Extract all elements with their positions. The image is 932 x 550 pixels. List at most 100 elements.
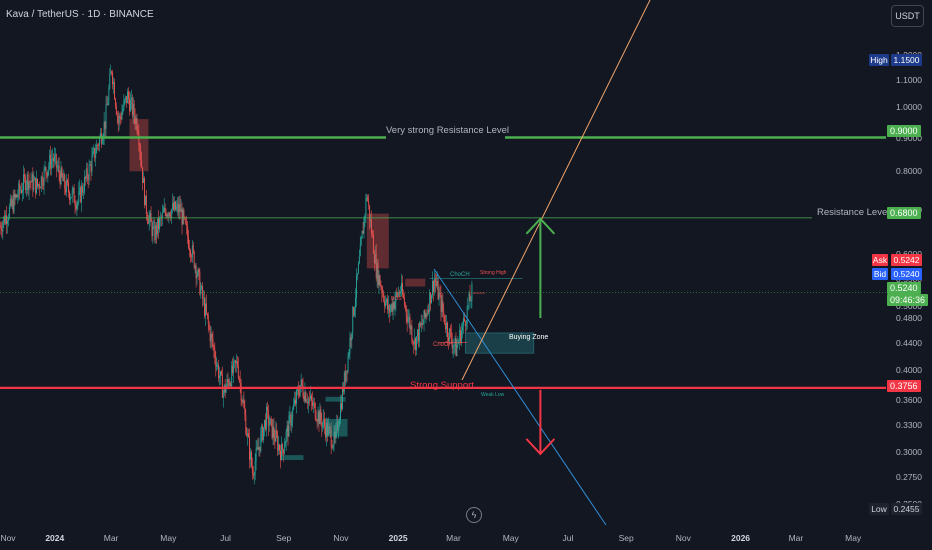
candle-body [416,336,417,350]
candle-body [13,193,15,212]
candle-body [380,285,382,288]
candle-body [469,293,471,302]
candle-body [18,183,20,197]
candle-body [352,307,354,333]
candle-body [291,419,293,426]
candle-body [85,168,87,179]
candle-body [222,392,224,398]
candle-body [140,150,142,161]
candle-body [361,230,363,239]
candle-body [452,345,454,349]
candle-body [470,300,472,302]
candle-body [176,203,178,207]
candle-body [53,156,55,162]
candle-body [91,156,93,172]
candle-body [391,304,393,312]
candle-body [297,389,299,395]
x-tick: Nov [0,533,16,543]
candle-body [236,361,238,366]
candle-body [322,422,324,428]
candle-body [432,280,433,296]
candle-body [182,210,184,225]
candle-body [393,302,395,309]
candle-body [379,275,381,286]
candle-body [280,444,282,460]
candle-body [74,202,76,206]
candle-body [21,190,23,193]
candle-body [269,418,271,425]
bullish-order-block [281,455,304,461]
candle-body [365,198,367,216]
candle-body [363,217,365,234]
candle-body [311,395,312,401]
candle-body [355,297,357,308]
candle-body [290,414,292,426]
candle-body [242,400,244,402]
candle-body [220,371,222,375]
candle-body [190,256,192,258]
x-tick: Mar [103,533,119,543]
candle-body [87,178,89,180]
candle-body [48,165,50,171]
candle-body [71,190,73,198]
candle-body [180,208,182,212]
candle-body [306,401,308,403]
candle-body [304,392,306,401]
candle-body [39,187,41,189]
candle-body [339,419,341,426]
candle-body [402,283,403,295]
candle-body [216,365,218,368]
candle-body [421,322,423,325]
candle-body [455,338,457,357]
last-price-tag: 0.5240 [887,282,921,294]
y-tick: 0.3000 [896,447,922,458]
candle-body [136,118,138,131]
candle-body [371,219,372,234]
flash-icon[interactable]: ϟ [466,507,482,523]
candle-body [109,74,111,89]
candle-body [356,273,358,276]
candle-body [330,430,332,447]
candle-body [314,403,316,419]
candle-body [17,196,19,198]
candle-body [413,342,415,345]
candle-body [435,282,437,286]
candle-body [115,105,117,115]
candle-body [457,342,459,346]
candle-body [63,174,65,182]
candle-body [23,174,24,191]
candle-body [358,256,360,264]
candle-body [369,205,371,221]
candle-body [252,473,254,476]
bullish-arrow-head [525,217,556,235]
candle-body [130,97,132,101]
candle-body [342,387,344,392]
candle-body [84,177,86,179]
x-tick: May [160,533,177,543]
candle-body [376,263,378,279]
candle-body [289,414,291,416]
candle-body [381,287,383,294]
candle-body [68,192,70,200]
candle-body [341,403,342,410]
candle-body [411,326,413,341]
candle-body [49,154,51,166]
candle-body [426,313,428,315]
candle-body [197,269,199,276]
candle-body [420,322,422,327]
candle-body [367,197,369,202]
candle-body [51,159,53,169]
resistance-tag: 0.6800 [887,207,921,219]
candle-body [334,431,336,438]
candle-body [55,154,57,168]
candle-body [241,400,243,402]
candle-body [282,449,284,454]
candle-body [104,121,106,129]
candle-body [274,437,276,442]
currency-button[interactable]: USDT [891,5,924,27]
y-tick: 0.8000 [896,166,922,177]
candle-body [75,205,77,209]
candle-body [204,298,205,316]
candle-body [392,302,394,312]
